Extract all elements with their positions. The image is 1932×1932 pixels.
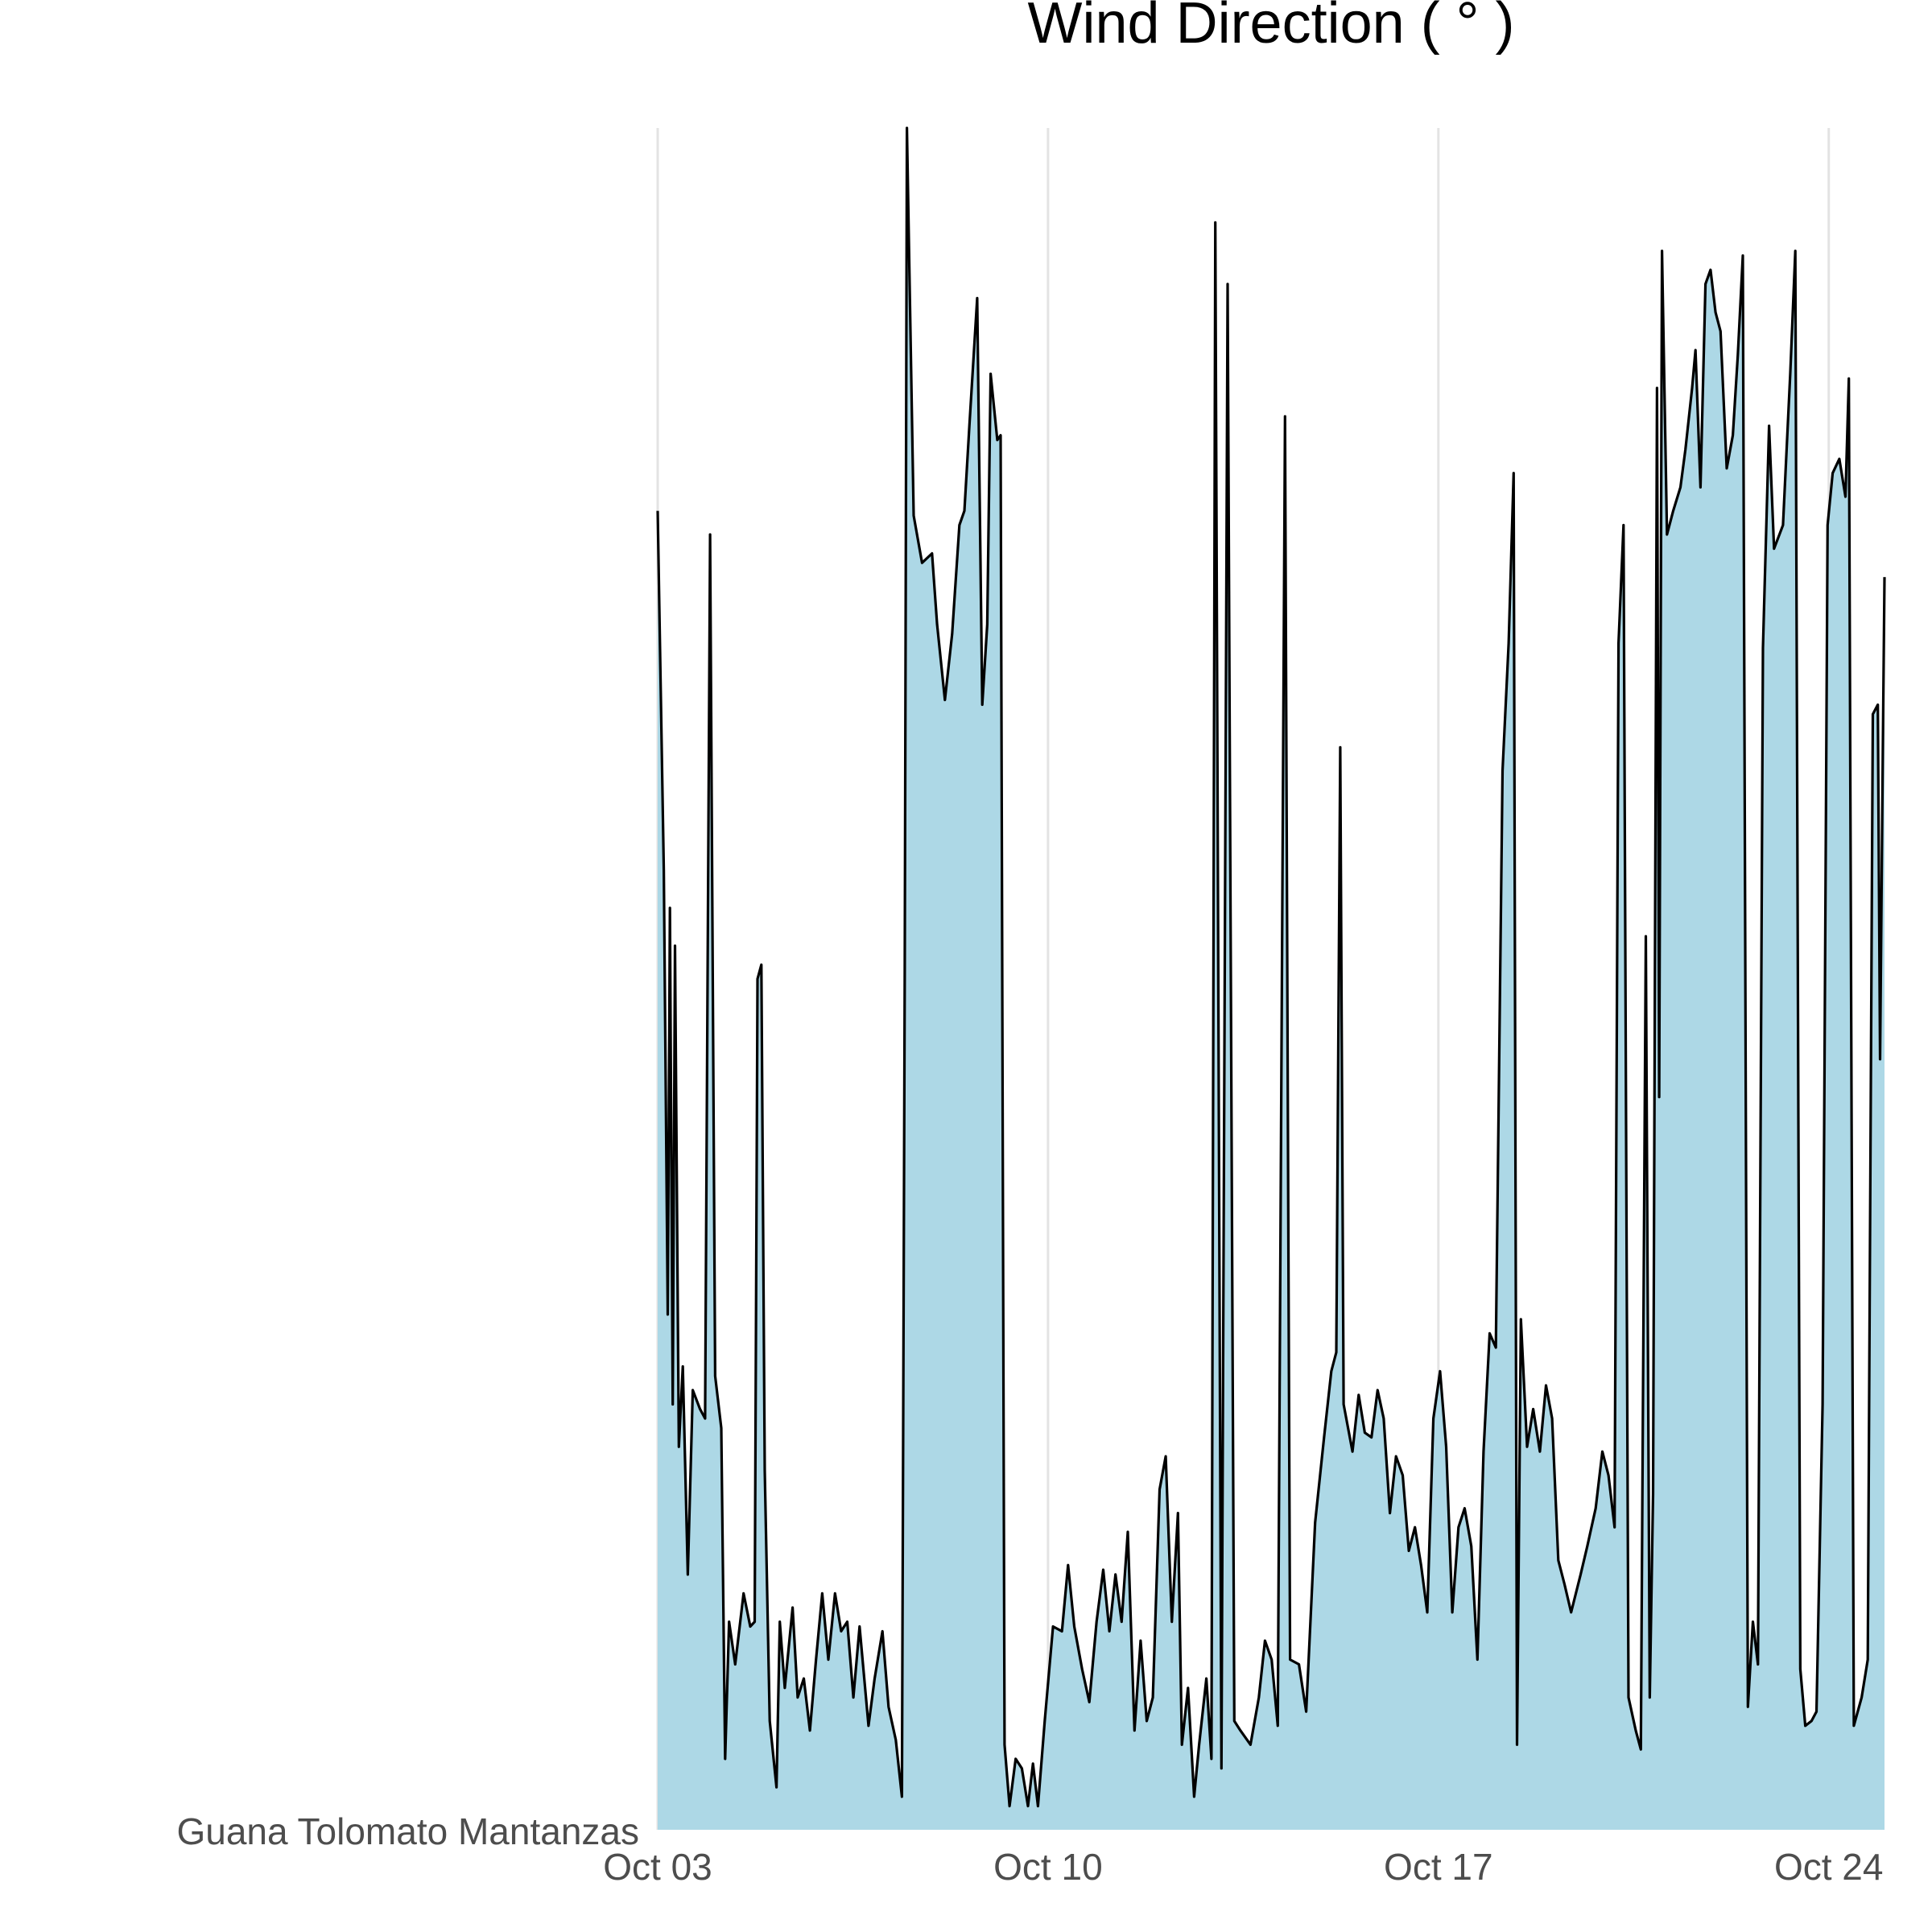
x-tick-label: Oct 10: [993, 1846, 1103, 1888]
x-tick-label: Oct 17: [1384, 1846, 1493, 1888]
series-label: Guana Tolomato Mantanzas: [176, 1810, 639, 1852]
x-tick-label: Oct 24: [1774, 1846, 1884, 1888]
area-fill: [658, 128, 1885, 1830]
area-line: [656, 126, 1886, 1808]
x-tick-label: Oct 03: [603, 1846, 712, 1888]
chart-title: Wind Direction ( ° ): [1028, 0, 1515, 56]
